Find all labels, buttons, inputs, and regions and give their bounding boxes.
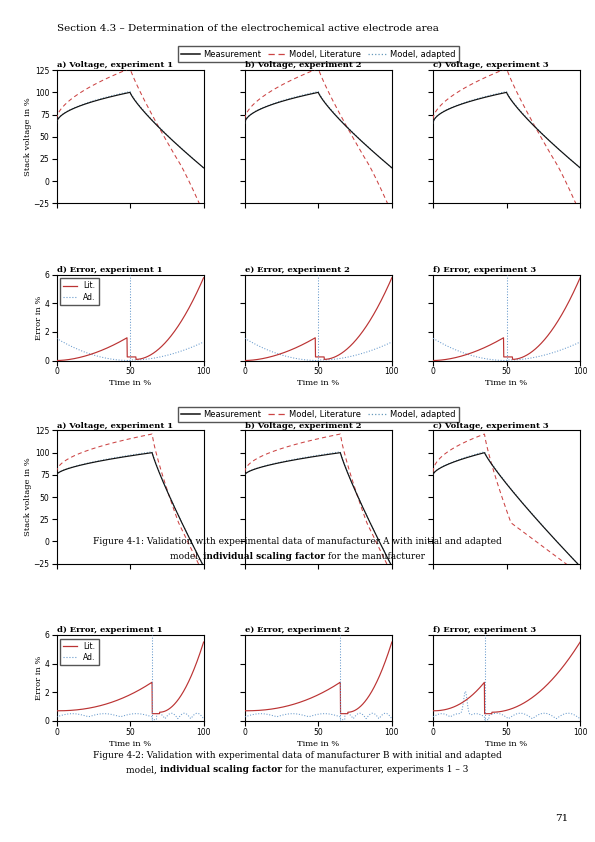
Y-axis label: Error in %: Error in % [35, 656, 43, 700]
X-axis label: Time in %: Time in % [109, 379, 151, 387]
Text: for the manufacturer: for the manufacturer [325, 552, 425, 561]
X-axis label: Time in %: Time in % [486, 739, 528, 748]
Legend: Measurement, Model, Literature, Model, adapted: Measurement, Model, Literature, Model, a… [178, 407, 459, 422]
Legend: Measurement, Model, Literature, Model, adapted: Measurement, Model, Literature, Model, a… [178, 46, 459, 61]
Text: c) Voltage, experiment 3: c) Voltage, experiment 3 [433, 422, 549, 429]
Text: Section 4.3 – Determination of the electrochemical active electrode area: Section 4.3 – Determination of the elect… [57, 24, 439, 33]
Text: individual scaling factor: individual scaling factor [203, 552, 325, 561]
Text: model,: model, [170, 552, 203, 561]
Text: b) Voltage, experiment 2: b) Voltage, experiment 2 [245, 422, 361, 429]
Text: Figure 4-2: Validation with experimental data of manufacturer B with initial and: Figure 4-2: Validation with experimental… [93, 751, 502, 760]
Text: d) Error, experiment 1: d) Error, experiment 1 [57, 626, 162, 634]
Legend: Lit., Ad.: Lit., Ad. [60, 639, 99, 665]
Y-axis label: Error in %: Error in % [35, 296, 43, 339]
X-axis label: Time in %: Time in % [297, 739, 340, 748]
Text: e) Error, experiment 2: e) Error, experiment 2 [245, 626, 350, 634]
Text: Figure 4-1: Validation with experimental data of manufacturer A with initial and: Figure 4-1: Validation with experimental… [93, 537, 502, 546]
Text: d) Error, experiment 1: d) Error, experiment 1 [57, 266, 162, 274]
Text: for the manufacturer, experiments 1 – 3: for the manufacturer, experiments 1 – 3 [282, 765, 469, 775]
Text: a) Voltage, experiment 1: a) Voltage, experiment 1 [57, 61, 173, 69]
Text: model,: model, [127, 765, 160, 775]
Text: e) Error, experiment 2: e) Error, experiment 2 [245, 266, 350, 274]
X-axis label: Time in %: Time in % [297, 379, 340, 387]
Y-axis label: Stack voltage in %: Stack voltage in % [24, 98, 32, 176]
X-axis label: Time in %: Time in % [109, 739, 151, 748]
Y-axis label: Stack voltage in %: Stack voltage in % [24, 458, 32, 536]
Legend: Lit., Ad.: Lit., Ad. [60, 279, 99, 305]
Text: f) Error, experiment 3: f) Error, experiment 3 [433, 626, 536, 634]
Text: a) Voltage, experiment 1: a) Voltage, experiment 1 [57, 422, 173, 429]
Text: c) Voltage, experiment 3: c) Voltage, experiment 3 [433, 61, 549, 69]
Text: b) Voltage, experiment 2: b) Voltage, experiment 2 [245, 61, 361, 69]
X-axis label: Time in %: Time in % [486, 379, 528, 387]
Text: 71: 71 [555, 814, 568, 823]
Text: f) Error, experiment 3: f) Error, experiment 3 [433, 266, 536, 274]
Text: individual scaling factor: individual scaling factor [160, 765, 282, 775]
